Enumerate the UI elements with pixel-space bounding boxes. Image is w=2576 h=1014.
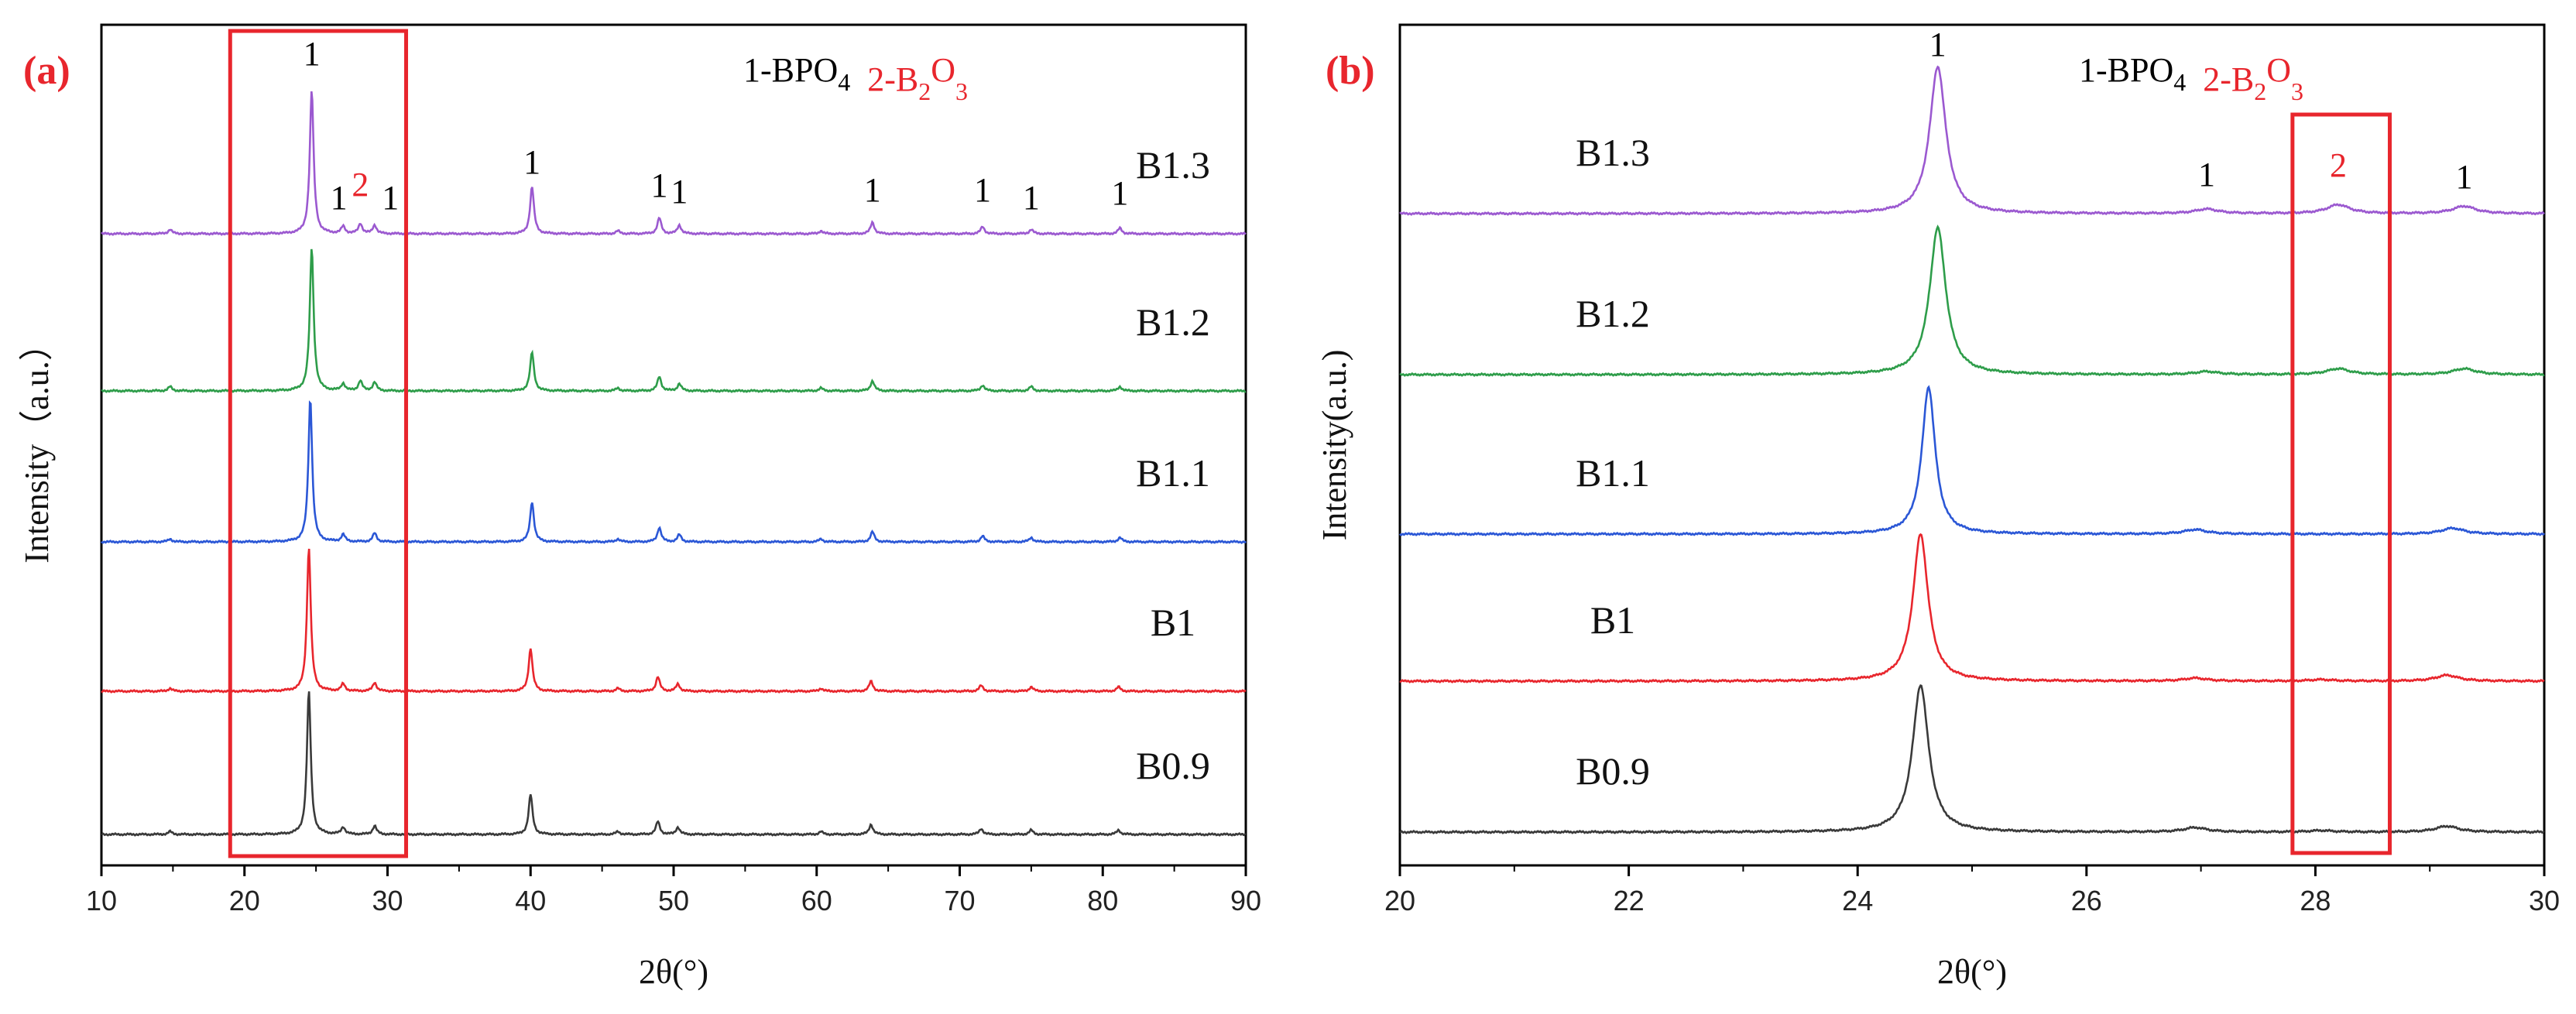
series-label: B0.9	[1576, 749, 1650, 793]
series-label: B1.1	[1136, 451, 1210, 495]
series-line-B1-1	[1399, 385, 2546, 536]
x-tick-label: 24	[1842, 885, 1873, 916]
series-line-B1-2	[1399, 224, 2545, 377]
x-tick-label: 70	[944, 885, 975, 916]
legend-text: -B	[2220, 60, 2254, 98]
highlight-box	[228, 29, 409, 858]
peak-annotation: 2	[2330, 146, 2347, 184]
legend-number: 1	[743, 51, 760, 89]
series-label: B1	[1151, 601, 1195, 644]
legend-number: 2	[867, 60, 884, 98]
legend-sub: 4	[838, 68, 850, 96]
x-tick-label: 26	[2071, 885, 2102, 916]
series-label: B1.2	[1136, 300, 1210, 344]
peak-annotation: 1	[304, 35, 321, 73]
legend-text2: O	[931, 51, 955, 89]
panel-label: (a)	[23, 49, 70, 93]
x-tick-label: 50	[658, 885, 689, 916]
series-line-B1-3	[101, 91, 1247, 236]
series-label: B1	[1590, 598, 1635, 642]
legend-sub: 4	[2173, 68, 2186, 96]
series-line-B0-9	[1400, 683, 2545, 834]
series-label: B1.2	[1576, 292, 1650, 335]
legend-sub2: 3	[955, 77, 968, 105]
series-label: B1.3	[1576, 131, 1650, 174]
x-axis-title: 2θ(°)	[1937, 953, 2007, 991]
peak-annotation: 1	[1929, 26, 1947, 63]
plot-frame	[100, 23, 1247, 867]
panel-a: 10 20 30 40 50 60 70 80 90 2θ(°) Intensity（a.u.） (a…	[18, 23, 1261, 991]
legend-number: 1	[2079, 51, 2096, 89]
legend-text: -BPO	[2096, 51, 2173, 89]
legend-sub: 2	[2254, 77, 2266, 105]
series-label: B1.3	[1136, 143, 1210, 187]
peak-annotation: 1	[671, 173, 688, 211]
series-line-B1-3	[1399, 65, 2545, 216]
legend-sub2: 3	[2291, 77, 2303, 105]
peak-annotation: 1	[331, 179, 348, 217]
peak-annotation: 1	[1111, 174, 1128, 212]
legend-sub: 2	[918, 77, 931, 105]
peak-annotation: 1	[974, 171, 991, 209]
x-tick-label: 30	[372, 885, 403, 916]
x-tick-label: 28	[2300, 885, 2331, 916]
x-tick-label: 90	[1230, 885, 1261, 916]
series-line-B1	[101, 548, 1247, 694]
legend: 1-BPO4 2-B2O3	[2079, 51, 2303, 105]
peak-annotation: 1	[2456, 158, 2473, 196]
legend-text2: O	[2266, 51, 2291, 89]
peak-annotation: 2	[352, 166, 369, 204]
series-line-B1-1	[101, 400, 1247, 545]
x-tick-label: 20	[1384, 885, 1415, 916]
legend-text: -B	[884, 60, 918, 98]
peak-annotation: 1	[523, 143, 540, 181]
x-tick-label: 60	[801, 885, 832, 916]
legend: 1-BPO4 2-B2O3	[743, 51, 968, 105]
x-tick-label: 30	[2529, 885, 2560, 916]
series-line-B1-2	[101, 248, 1247, 394]
y-axis-title: Intensity（a.u.）	[18, 327, 56, 564]
x-tick-label: 40	[515, 885, 546, 916]
peak-annotation: 1	[382, 179, 399, 217]
peak-annotation: 1	[1023, 179, 1040, 217]
highlight-box	[2290, 112, 2392, 855]
plot-frame	[1398, 23, 2546, 867]
series-label: B0.9	[1136, 744, 1210, 787]
x-tick-label: 10	[86, 885, 117, 916]
peak-annotation: 1	[2198, 156, 2215, 194]
x-tick-label: 80	[1087, 885, 1118, 916]
panel-label: (b)	[1326, 49, 1375, 93]
x-axis-title: 2θ(°)	[639, 953, 708, 991]
peak-annotation: 1	[651, 166, 668, 204]
peak-annotation: 1	[864, 171, 881, 209]
x-tick-label: 22	[1614, 885, 1645, 916]
series-label: B1.1	[1576, 451, 1650, 495]
series-line-B1	[1399, 533, 2545, 683]
legend-number: 2	[2203, 60, 2220, 98]
x-tick-label: 20	[229, 885, 260, 916]
y-axis-title: Intensity(a.u.)	[1315, 350, 1353, 541]
series-line-B0-9	[101, 691, 1247, 837]
legend-text: -BPO	[760, 51, 838, 89]
